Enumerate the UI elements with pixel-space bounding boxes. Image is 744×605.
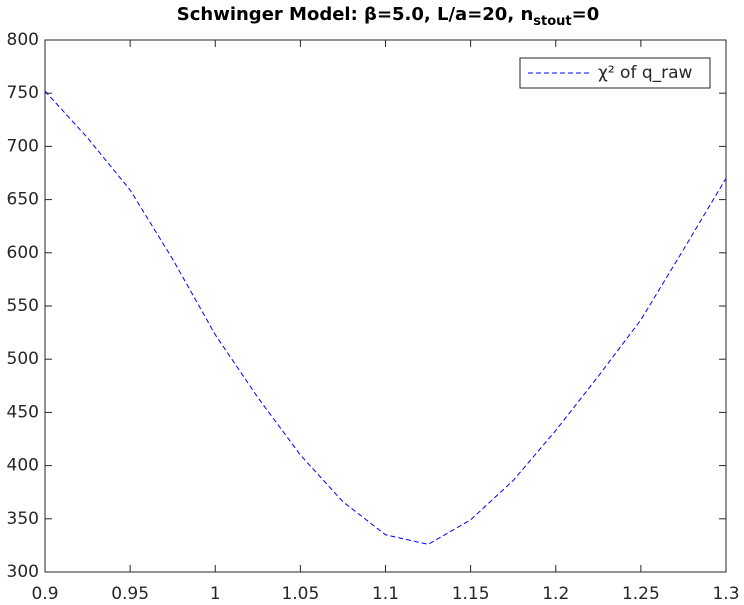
x-tick-label: 1 <box>210 584 221 604</box>
x-tick-label: 1.25 <box>622 584 660 604</box>
x-tick-label: 0.95 <box>111 584 149 604</box>
y-tick-label: 500 <box>7 349 39 369</box>
y-tick-label: 300 <box>7 562 39 582</box>
y-tick-label: 600 <box>7 243 39 263</box>
y-tick-label: 650 <box>7 190 39 210</box>
legend-box <box>519 57 711 89</box>
title-suffix: =0 <box>572 4 600 25</box>
x-tick-label: 1.15 <box>452 584 490 604</box>
x-tick-label: 1.3 <box>712 584 739 604</box>
chart-title: Schwinger Model: β=5.0, L/a=20, nstout=0 <box>177 4 599 29</box>
plot-area <box>44 39 727 573</box>
y-tick-label: 350 <box>7 509 39 529</box>
x-tick-label: 1.05 <box>281 584 319 604</box>
title-subscript: stout <box>533 14 571 29</box>
y-tick-label: 550 <box>7 296 39 316</box>
title-main: Schwinger Model: β=5.0, L/a=20, n <box>177 4 534 25</box>
x-tick-label: 1.2 <box>542 584 569 604</box>
series-line <box>44 90 727 545</box>
legend-label: χ² of q_raw <box>598 63 693 83</box>
x-tick-label: 0.9 <box>31 584 58 604</box>
y-tick-label: 450 <box>7 402 39 422</box>
x-tick-label: 1.1 <box>372 584 399 604</box>
y-tick-label: 750 <box>7 83 39 103</box>
y-tick-label: 800 <box>7 30 39 50</box>
y-tick-label: 400 <box>7 456 39 476</box>
y-tick-label: 700 <box>7 136 39 156</box>
